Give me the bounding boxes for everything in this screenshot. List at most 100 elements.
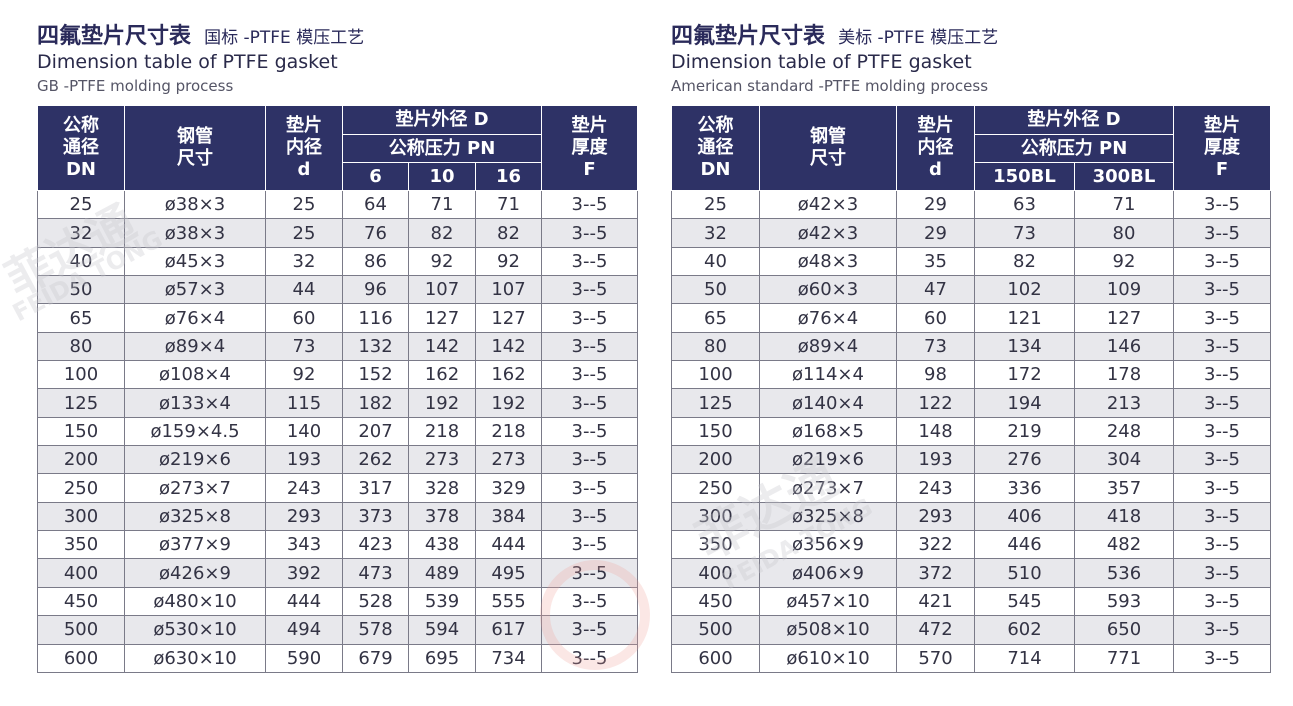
table-cell: 100 [37, 360, 125, 390]
table-cell: 262 [342, 445, 409, 475]
table-cell: ø114×4 [759, 360, 897, 390]
table-cell: 450 [37, 586, 125, 617]
table-cell: 3--5 [1173, 246, 1271, 277]
table-cell: 71 [408, 189, 476, 220]
ansi-title-cn: 四氟垫片尺寸表 [671, 24, 826, 49]
table-cell: 328 [408, 473, 476, 503]
table-cell: 29 [896, 218, 975, 248]
table-cell: 384 [475, 501, 542, 532]
table-cell: 25 [37, 189, 125, 220]
table-cell: 150 [37, 416, 125, 447]
table-cell: 771 [1074, 643, 1174, 673]
table-cell: 593 [1074, 586, 1174, 617]
table-cell: 92 [1074, 246, 1174, 277]
table-cell: 250 [671, 473, 760, 503]
table-cell: 73 [896, 331, 975, 362]
table-cell: 35 [896, 246, 975, 277]
table-cell: ø325×8 [759, 501, 897, 532]
table-cell: 322 [896, 530, 975, 560]
table-cell: 329 [475, 473, 542, 503]
table-cell: 600 [671, 643, 760, 673]
table-cell: ø76×4 [124, 303, 266, 333]
col-header-thickness: 垫片 厚度 F [1173, 105, 1271, 191]
table-cell: 679 [342, 643, 409, 673]
table-cell: 107 [475, 275, 542, 305]
table-cell: 273 [475, 445, 542, 475]
table-cell: 47 [896, 275, 975, 305]
table-cell: 3--5 [541, 445, 638, 475]
table-cell: 570 [896, 643, 975, 673]
col-header-pressure: 公称压力 PN [342, 134, 542, 163]
table-cell: 80 [671, 331, 760, 362]
table-row: 100 ø114×4 98 172 178 3--5 [671, 360, 1271, 390]
col-header-150bl: 150BL [974, 162, 1075, 191]
table-cell: ø48×3 [759, 246, 897, 277]
table-cell: 3--5 [541, 218, 638, 248]
ansi-title-sub: 美标 -PTFE 模压工艺 [838, 28, 999, 48]
table-row: 150 ø159×4.5 140 207 218 218 3--5 [37, 416, 638, 447]
table-cell: ø45×3 [124, 246, 266, 277]
table-cell: 148 [896, 416, 975, 447]
ansi-title-en2: American standard -PTFE molding process [671, 77, 989, 95]
table-row: 125 ø140×4 122 194 213 3--5 [671, 388, 1271, 418]
col-header-pn6: 6 [342, 162, 409, 191]
table-cell: 65 [37, 303, 125, 333]
table-row: 50 ø57×3 44 96 107 107 3--5 [37, 275, 638, 305]
table-row: 25 ø38×3 25 64 71 71 3--5 [37, 189, 638, 220]
table-cell: ø89×4 [759, 331, 897, 362]
table-cell: 450 [671, 586, 760, 617]
table-cell: 73 [974, 218, 1075, 248]
table-row: 65 ø76×4 60 116 127 127 3--5 [37, 303, 638, 333]
table-cell: 482 [1074, 530, 1174, 560]
col-header-pipe-size: 钢管 尺寸 [759, 105, 897, 191]
table-cell: 357 [1074, 473, 1174, 503]
table-row: 250 ø273×7 243 317 328 329 3--5 [37, 473, 638, 503]
table-cell: 350 [37, 530, 125, 560]
table-row: 200 ø219×6 193 276 304 3--5 [671, 445, 1271, 475]
table-cell: 3--5 [1173, 558, 1271, 588]
table-row: 32 ø38×3 25 76 82 82 3--5 [37, 218, 638, 248]
table-cell: ø38×3 [124, 218, 266, 248]
table-cell: 200 [37, 445, 125, 475]
table-cell: 373 [342, 501, 409, 532]
table-cell: 400 [37, 558, 125, 588]
table-row: 350 ø377×9 343 423 438 444 3--5 [37, 530, 638, 560]
table-cell: 213 [1074, 388, 1174, 418]
table-cell: 250 [37, 473, 125, 503]
table-cell: 617 [475, 615, 542, 645]
table-cell: 3--5 [1173, 473, 1271, 503]
table-row: 400 ø426×9 392 473 489 495 3--5 [37, 558, 638, 588]
table-cell: 60 [265, 303, 343, 333]
col-header-pn16: 16 [475, 162, 542, 191]
table-cell: 317 [342, 473, 409, 503]
table-cell: 3--5 [1173, 501, 1271, 532]
table-cell: 3--5 [1173, 615, 1271, 645]
col-header-pressure: 公称压力 PN [974, 134, 1174, 163]
table-cell: 336 [974, 473, 1075, 503]
table-row: 400 ø406×9 372 510 536 3--5 [671, 558, 1271, 588]
table-row: 200 ø219×6 193 262 273 273 3--5 [37, 445, 638, 475]
table-cell: 98 [896, 360, 975, 390]
table-cell: 142 [475, 331, 542, 362]
table-cell: 472 [896, 615, 975, 645]
table-cell: 555 [475, 586, 542, 617]
table-cell: 276 [974, 445, 1075, 475]
table-cell: ø219×6 [759, 445, 897, 475]
table-cell: 3--5 [541, 530, 638, 560]
table-cell: 446 [974, 530, 1075, 560]
col-header-pipe-size: 钢管 尺寸 [124, 105, 266, 191]
col-header-thickness: 垫片 厚度 F [541, 105, 638, 191]
table-cell: 73 [265, 331, 343, 362]
table-cell: 734 [475, 643, 542, 673]
table-cell: 3--5 [541, 501, 638, 532]
table-cell: ø42×3 [759, 218, 897, 248]
table-row: 40 ø48×3 35 82 92 3--5 [671, 246, 1271, 277]
table-cell: ø89×4 [124, 331, 266, 362]
table-cell: 115 [265, 388, 343, 418]
table-cell: ø426×9 [124, 558, 266, 588]
table-cell: 25 [265, 218, 343, 248]
table-cell: 178 [1074, 360, 1174, 390]
table-cell: 539 [408, 586, 476, 617]
table-cell: 102 [974, 275, 1075, 305]
table-cell: 3--5 [541, 558, 638, 588]
